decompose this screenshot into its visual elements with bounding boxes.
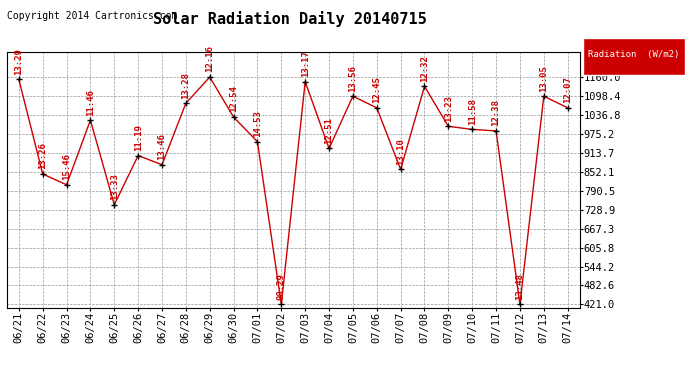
Text: 12:54: 12:54 (229, 86, 238, 112)
Text: 08:29: 08:29 (277, 273, 286, 300)
Text: 12:38: 12:38 (491, 99, 500, 126)
Text: 11:19: 11:19 (134, 124, 143, 151)
Text: 13:28: 13:28 (181, 72, 190, 99)
Text: 13:33: 13:33 (110, 173, 119, 200)
Text: 13:56: 13:56 (348, 65, 357, 92)
Text: 12:45: 12:45 (373, 76, 382, 103)
Text: 12:16: 12:16 (205, 46, 214, 72)
Text: 12:32: 12:32 (420, 55, 429, 82)
Text: 11:58: 11:58 (468, 98, 477, 125)
Text: 14:53: 14:53 (253, 110, 262, 137)
Text: 15:46: 15:46 (62, 153, 71, 180)
Text: 13:23: 13:23 (444, 95, 453, 122)
Text: Solar Radiation Daily 20140715: Solar Radiation Daily 20140715 (153, 11, 426, 27)
Text: 12:07: 12:07 (563, 76, 572, 103)
Text: 13:05: 13:05 (540, 65, 549, 92)
Text: Copyright 2014 Cartronics.com: Copyright 2014 Cartronics.com (7, 11, 177, 21)
Text: 11:46: 11:46 (86, 88, 95, 116)
Text: 13:10: 13:10 (396, 138, 405, 165)
Text: Radiation  (W/m2): Radiation (W/m2) (589, 50, 680, 59)
Text: 13:46: 13:46 (157, 133, 166, 160)
Text: 13:48: 13:48 (515, 273, 524, 300)
Text: 13:29: 13:29 (14, 48, 23, 75)
Text: 13:17: 13:17 (301, 50, 310, 77)
Text: 13:26: 13:26 (38, 142, 47, 170)
Text: 12:51: 12:51 (324, 117, 333, 144)
